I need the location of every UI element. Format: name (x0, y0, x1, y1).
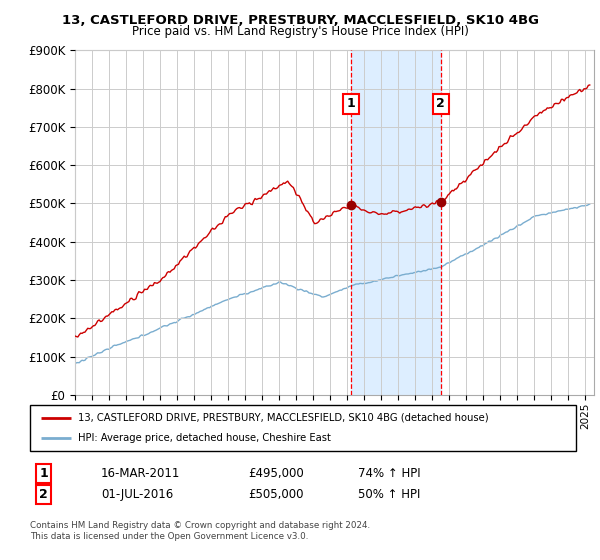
Text: HPI: Average price, detached house, Cheshire East: HPI: Average price, detached house, Ches… (78, 433, 331, 444)
Text: 13, CASTLEFORD DRIVE, PRESTBURY, MACCLESFIELD, SK10 4BG (detached house): 13, CASTLEFORD DRIVE, PRESTBURY, MACCLES… (78, 413, 488, 423)
Text: 74% ↑ HPI: 74% ↑ HPI (358, 467, 420, 480)
Text: 1: 1 (346, 97, 355, 110)
Text: 1: 1 (39, 467, 48, 480)
Text: 2: 2 (39, 488, 48, 501)
Text: 13, CASTLEFORD DRIVE, PRESTBURY, MACCLESFIELD, SK10 4BG: 13, CASTLEFORD DRIVE, PRESTBURY, MACCLES… (62, 14, 539, 27)
Text: £505,000: £505,000 (248, 488, 304, 501)
Text: 16-MAR-2011: 16-MAR-2011 (101, 467, 181, 480)
Text: £495,000: £495,000 (248, 467, 304, 480)
Text: 50% ↑ HPI: 50% ↑ HPI (358, 488, 420, 501)
Text: 2: 2 (436, 97, 445, 110)
Text: 01-JUL-2016: 01-JUL-2016 (101, 488, 173, 501)
Text: Contains HM Land Registry data © Crown copyright and database right 2024.
This d: Contains HM Land Registry data © Crown c… (30, 521, 370, 541)
Bar (351, 50, 441, 395)
Text: Price paid vs. HM Land Registry's House Price Index (HPI): Price paid vs. HM Land Registry's House … (131, 25, 469, 38)
